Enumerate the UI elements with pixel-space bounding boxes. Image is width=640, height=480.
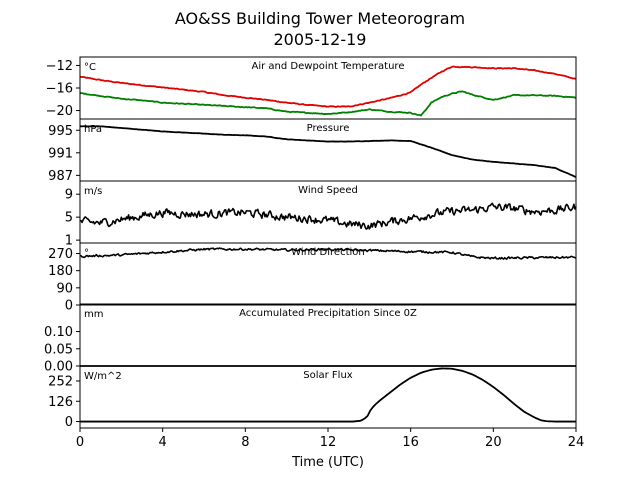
y-tick-label-1-2: 987 xyxy=(48,169,73,184)
panel-title-0: Air and Dewpoint Temperature xyxy=(252,61,405,72)
y-tick-label-4-0: 0.10 xyxy=(44,325,73,340)
panel-unit-0: °C xyxy=(84,62,96,73)
series-line-0-1 xyxy=(79,90,577,117)
y-tick-label-5-0: 252 xyxy=(48,374,73,389)
y-tick-label-1-0: 995 xyxy=(48,124,73,139)
panel-unit-2: m/s xyxy=(84,186,102,197)
y-tick-label-5-1: 126 xyxy=(48,395,73,410)
y-tick-label-0-1: −16 xyxy=(46,82,73,97)
panel-title-5: Solar Flux xyxy=(303,370,353,381)
x-tick-label-1: 4 xyxy=(159,435,167,450)
x-axis: 0 4 8 12 16 20 24 xyxy=(76,428,584,450)
panel-frame-3 xyxy=(79,242,577,306)
y-tick-label-3-1: 180 xyxy=(48,264,73,279)
y-tick-label-4-1: 0.05 xyxy=(44,342,73,357)
x-axis-label: Time (UTC) xyxy=(291,455,364,470)
x-tick-label-5: 20 xyxy=(485,435,502,450)
y-tick-label-5-2: 0 xyxy=(65,415,73,430)
y-tick-label-3-3: 0 xyxy=(65,299,73,314)
x-tick-label-6: 24 xyxy=(568,435,585,450)
y-tick-label-4-2: 0.00 xyxy=(44,360,73,375)
series-line-1-0 xyxy=(79,125,577,178)
y-tick-label-2-0: 9 xyxy=(65,188,73,203)
x-tick-label-4: 16 xyxy=(402,435,419,450)
y-tick-label-0-0: −12 xyxy=(46,59,73,74)
y-tick-label-2-1: 5 xyxy=(65,211,73,226)
series-line-3-0 xyxy=(79,247,577,260)
panel-title-2: Wind Speed xyxy=(298,185,358,196)
panel-5: 252 126 0 W/m^2 Solar Flux xyxy=(48,365,577,430)
x-tick-label-2: 8 xyxy=(241,435,249,450)
x-tick-label-3: 12 xyxy=(320,435,337,450)
series-line-5-0 xyxy=(80,367,576,423)
panel-unit-3: ° xyxy=(84,248,89,259)
figure-title: AO&SS Building Tower Meteorogram xyxy=(175,9,465,28)
panel-2: 9 5 1 m/s Wind Speed xyxy=(65,180,577,249)
panels-group: −12 −16 −20 °C Air and Dewpoint Temperature 9… xyxy=(44,56,577,430)
series-line-2-0 xyxy=(79,202,577,230)
y-tick-label-1-1: 991 xyxy=(48,146,73,161)
panel-4: 0.10 0.05 0.00 mm Accumulated Precipitation … xyxy=(44,303,577,375)
figure-subtitle: 2005-12-19 xyxy=(274,30,367,49)
panel-unit-1: hPa xyxy=(84,124,102,135)
y-tick-label-0-2: −20 xyxy=(46,104,73,119)
series-line-0-0 xyxy=(79,65,577,108)
panel-unit-4: mm xyxy=(84,309,103,320)
panel-1: 995 991 987 hPa Pressure xyxy=(48,118,577,184)
x-tick-label-0: 0 xyxy=(76,435,84,450)
y-tick-label-3-2: 90 xyxy=(56,281,73,296)
y-tick-label-3-0: 270 xyxy=(48,247,73,262)
panel-unit-5: W/m^2 xyxy=(84,371,122,382)
panel-title-1: Pressure xyxy=(307,123,350,134)
panel-0: −12 −16 −20 °C Air and Dewpoint Temperature xyxy=(46,56,577,120)
panel-title-4: Accumulated Precipitation Since 0Z xyxy=(239,308,417,319)
panel-title-3: Wind Direction xyxy=(291,247,365,258)
y-tick-label-2-2: 1 xyxy=(65,234,73,249)
panel-3: 270 180 90 0 ° Wind Direction xyxy=(48,242,577,314)
